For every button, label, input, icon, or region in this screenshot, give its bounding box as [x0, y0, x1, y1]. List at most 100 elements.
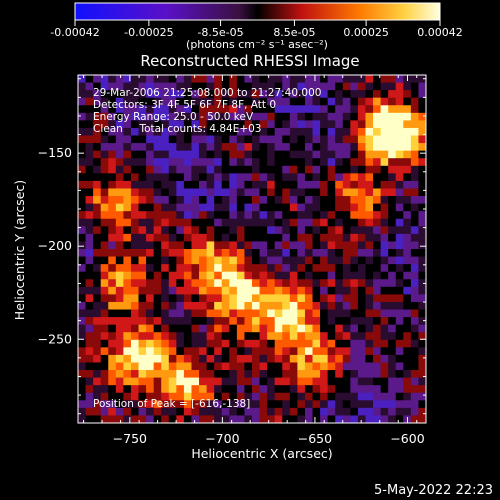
plot-frame — [77, 74, 427, 424]
heatmap-cell — [115, 339, 124, 348]
heatmap-cell — [214, 196, 223, 205]
heatmap-cell — [244, 196, 253, 205]
heatmap-cell — [357, 173, 366, 182]
heatmap-cell — [176, 264, 185, 273]
heatmap-cell — [297, 339, 306, 348]
heatmap-cell — [395, 143, 404, 152]
heatmap-cell — [342, 362, 351, 371]
heatmap-cell — [335, 75, 344, 83]
heatmap-cell — [388, 127, 397, 136]
heatmap-cell — [350, 173, 359, 182]
heatmap-cell — [123, 294, 132, 303]
heatmap-cell — [168, 135, 177, 144]
heatmap-cell — [342, 347, 351, 356]
heatmap-cell — [236, 218, 245, 227]
heatmap-cell — [93, 339, 102, 348]
heatmap-cell — [168, 233, 177, 242]
heatmap-cell — [138, 150, 147, 159]
heatmap-cell — [93, 241, 102, 250]
heatmap-cell — [410, 150, 419, 159]
heatmap-cell — [335, 82, 344, 91]
heatmap-cell — [410, 309, 419, 318]
heatmap-cell — [229, 135, 238, 144]
heatmap-cell — [100, 301, 109, 310]
heatmap-cell — [236, 249, 245, 257]
heatmap-cell — [304, 173, 313, 182]
heatmap-cell — [161, 90, 170, 99]
heatmap-cell — [252, 264, 260, 273]
heatmap-cell — [100, 135, 109, 144]
heatmap-cell — [380, 400, 389, 409]
heatmap-cell — [130, 339, 139, 348]
heatmap-cell — [365, 203, 374, 212]
heatmap-cell — [199, 377, 208, 386]
heatmap-cell — [153, 339, 162, 348]
heatmap-cell — [282, 301, 291, 310]
heatmap-cell — [395, 301, 404, 310]
heatmap-cell — [100, 400, 109, 409]
heatmap-cell — [183, 347, 192, 356]
heatmap-cell — [206, 309, 215, 318]
heatmap-cell — [229, 82, 238, 91]
heatmap-cell — [191, 158, 200, 167]
heatmap-cell — [93, 150, 102, 159]
heatmap-cell — [327, 165, 336, 174]
heatmap-cell — [320, 105, 329, 114]
heatmap-cell — [357, 165, 366, 174]
heatmap-cell — [297, 120, 306, 129]
heatmap-cell — [229, 233, 238, 242]
heatmap-cell — [146, 211, 155, 220]
heatmap-cell — [244, 354, 253, 363]
heatmap-cell — [146, 392, 155, 401]
heatmap-cell — [100, 180, 109, 189]
heatmap-cell — [327, 226, 336, 235]
heatmap-cell — [130, 97, 139, 106]
heatmap-cell — [115, 309, 124, 318]
heatmap-cell — [274, 180, 283, 189]
heatmap-cell — [267, 127, 276, 136]
heatmap-cell — [388, 249, 397, 257]
heatmap-cell — [335, 385, 344, 394]
heatmap-cell — [259, 173, 268, 182]
heatmap-cell — [320, 339, 329, 348]
heatmap-cell — [252, 165, 260, 174]
heatmap-cell — [199, 233, 208, 242]
heatmap-cell — [130, 385, 139, 394]
heatmap-cell — [191, 339, 200, 348]
heatmap-cell — [312, 97, 321, 106]
heatmap-cell — [380, 377, 389, 386]
heatmap-cell — [297, 370, 306, 379]
heatmap-cell — [357, 377, 366, 386]
heatmap-cell — [214, 377, 223, 386]
heatmap-cell — [78, 271, 86, 280]
heatmap-cell — [214, 339, 223, 348]
heatmap-cell — [123, 203, 132, 212]
heatmap-cell — [176, 143, 185, 152]
heatmap-cell — [342, 203, 351, 212]
heatmap-cell — [267, 354, 276, 363]
heatmap-cell — [183, 120, 192, 129]
heatmap-cell — [267, 377, 276, 386]
heatmap-cell — [282, 165, 291, 174]
heatmap-cell — [388, 271, 397, 280]
heatmap-cell — [191, 407, 200, 416]
heatmap-cell — [342, 407, 351, 416]
heatmap-cell — [176, 249, 185, 257]
heatmap-cell — [168, 112, 177, 121]
heatmap-cell — [297, 112, 306, 121]
heatmap-cell — [403, 82, 412, 91]
heatmap-cell — [297, 279, 306, 288]
heatmap-cell — [214, 150, 223, 159]
heatmap-cell — [335, 294, 344, 303]
heatmap-cell — [320, 82, 329, 91]
heatmap-cell — [365, 180, 374, 189]
heatmap-cell — [267, 400, 276, 409]
heatmap-cell — [100, 82, 109, 91]
heatmap-cell — [259, 211, 268, 220]
heatmap-cell — [85, 286, 94, 295]
heatmap-cell — [418, 158, 427, 167]
heatmap-cell — [289, 309, 298, 318]
heatmap-cell — [85, 135, 94, 144]
heatmap-cell — [342, 354, 351, 363]
heatmap-cell — [304, 256, 313, 265]
